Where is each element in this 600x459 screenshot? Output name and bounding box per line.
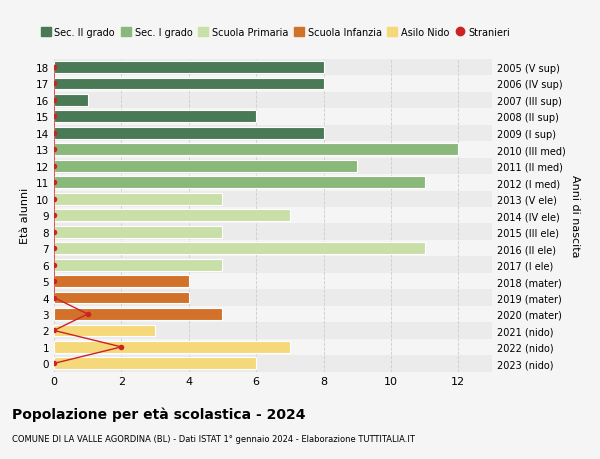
Bar [54,125,492,142]
Bar [54,259,223,271]
Bar [54,60,492,76]
Legend: Sec. II grado, Sec. I grado, Scuola Primaria, Scuola Infanzia, Asilo Nido, Stran: Sec. II grado, Sec. I grado, Scuola Prim… [37,24,514,42]
Bar [54,109,492,125]
Bar [54,290,492,306]
Y-axis label: Anni di nascita: Anni di nascita [569,174,580,257]
Bar [54,158,492,175]
Bar [54,93,492,109]
Bar [54,355,492,372]
Bar [54,306,492,323]
Bar [54,62,323,74]
Bar [54,273,492,290]
Bar [54,191,492,207]
Bar [54,128,323,140]
Y-axis label: Età alunni: Età alunni [20,188,31,244]
Bar [54,144,458,156]
Bar [54,193,223,205]
Bar [54,325,155,336]
Text: COMUNE DI LA VALLE AGORDINA (BL) - Dati ISTAT 1° gennaio 2024 - Elaborazione TUT: COMUNE DI LA VALLE AGORDINA (BL) - Dati … [12,434,415,443]
Bar [54,207,492,224]
Bar [54,210,290,222]
Bar [54,339,492,355]
Bar [54,76,492,93]
Bar [54,177,425,189]
Bar [54,161,357,173]
Bar [54,292,189,304]
Bar [54,95,88,106]
Bar [54,243,425,254]
Bar [54,78,323,90]
Bar [54,226,223,238]
Bar [54,308,223,320]
Bar [54,142,492,158]
Text: Popolazione per età scolastica - 2024: Popolazione per età scolastica - 2024 [12,406,305,421]
Bar [54,358,256,369]
Bar [54,241,492,257]
Bar [54,224,492,241]
Bar [54,341,290,353]
Bar [54,111,256,123]
Bar [54,257,492,273]
Bar [54,175,492,191]
Bar [54,323,492,339]
Bar [54,275,189,287]
